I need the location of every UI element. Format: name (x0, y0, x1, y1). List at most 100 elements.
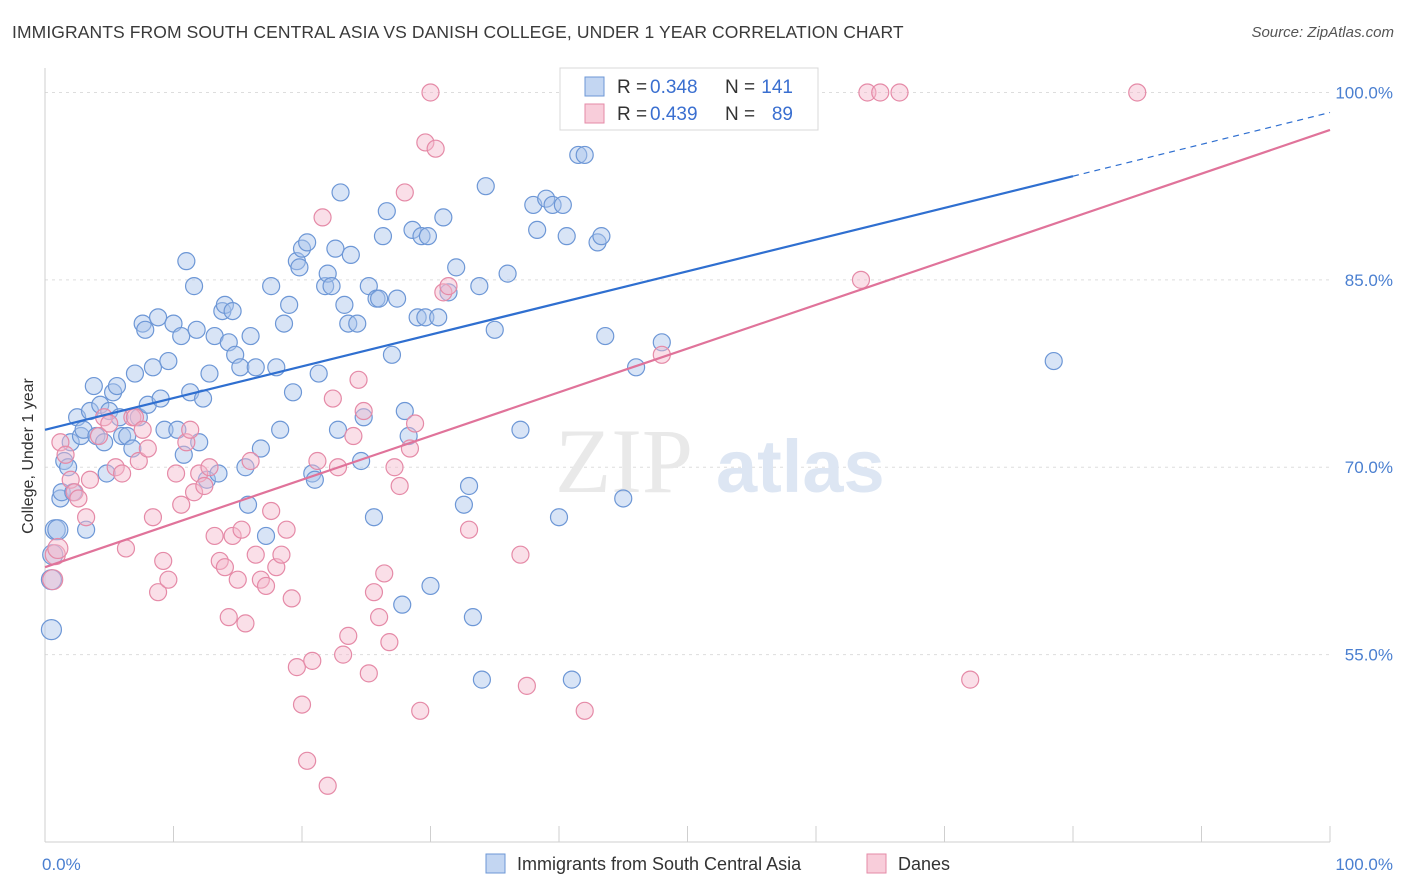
pink-point (42, 569, 64, 591)
pink-point (159, 570, 178, 589)
pink-point (439, 277, 458, 296)
pink-point (154, 551, 173, 571)
pink-point (364, 583, 384, 602)
pink-point (313, 208, 332, 227)
bottom-legend-swatch-blue (485, 853, 506, 874)
pink-point (871, 83, 890, 102)
blue-point (40, 619, 63, 641)
pink-point (575, 701, 594, 720)
pink-point (133, 420, 152, 439)
blue-point (416, 308, 435, 327)
y-axis-label: College, Under 1 year (20, 378, 37, 534)
blue-point (412, 227, 431, 246)
pink-point (411, 701, 430, 720)
blue-point (439, 283, 458, 302)
blue-point (596, 326, 615, 346)
blue-point (298, 233, 317, 252)
blue-point (136, 320, 155, 339)
pink-point (511, 545, 530, 564)
blue-point (592, 227, 611, 246)
x-tick-label: 100.0% (1335, 855, 1393, 874)
pink-point (100, 414, 119, 433)
pink-point (89, 426, 109, 446)
pink-point (287, 658, 306, 677)
x-tick-labels: 0.0% 100.0% (42, 855, 1393, 874)
pink-point (1128, 83, 1147, 102)
pink-point (292, 695, 312, 714)
pink-point (390, 476, 409, 496)
bottom-legend-swatch-pink (866, 853, 887, 874)
blue-point (341, 245, 360, 264)
pink-point (395, 183, 414, 202)
pink-point (344, 426, 363, 446)
blue-point (549, 508, 569, 527)
blue-point (485, 320, 504, 339)
blue-point (1044, 351, 1063, 371)
blue-point (107, 376, 127, 396)
pink-point (256, 576, 276, 596)
pink-point (405, 414, 425, 433)
blue-trend-line (44, 175, 1074, 431)
chart-title: IMMIGRANTS FROM SOUTH CENTRAL ASIA VS DA… (12, 22, 904, 42)
legend-n-value: 141 (761, 77, 793, 98)
pink-point (80, 470, 100, 489)
pink-point (421, 83, 440, 102)
bottom-legend-label: Immigrants from South Central Asia (517, 854, 802, 874)
pink-point (303, 651, 322, 670)
blue-point (231, 358, 250, 377)
blue-point (241, 326, 260, 346)
pink-point (858, 83, 877, 102)
bottom-legend-label: Danes (898, 854, 950, 874)
legend: R = 0.348 N = 141 R = 0.439 N = 89 (559, 67, 819, 131)
watermark: ZIP atlas (555, 410, 885, 512)
blue-point (262, 277, 281, 296)
pink-point (129, 451, 148, 471)
legend-r-value: 0.439 (650, 104, 698, 125)
blue-point (476, 177, 495, 196)
blue-point (290, 258, 309, 277)
blue-trend-extension (1072, 111, 1331, 177)
pink-point (77, 508, 96, 527)
blue-point (652, 333, 671, 352)
pink-point (416, 133, 435, 152)
y-tick-label: 100.0% (1335, 83, 1393, 102)
pink-point (272, 545, 291, 564)
legend-n-label: N = (725, 77, 755, 98)
blue-point (172, 326, 191, 346)
y-tick-label: 85.0% (1345, 271, 1393, 290)
blue-point (382, 345, 402, 364)
legend-n-label: N = (725, 104, 755, 125)
pink-point (200, 458, 219, 477)
series-blue-points (40, 145, 1063, 689)
pink-point (215, 558, 234, 577)
blue-point (305, 470, 324, 489)
pink-point (375, 564, 394, 583)
blue-point (326, 239, 345, 258)
blue-point (447, 258, 466, 277)
pink-point (223, 526, 242, 546)
blue-point (373, 227, 393, 246)
pink-point (308, 451, 327, 471)
pink-point (262, 501, 281, 521)
pink-point (148, 583, 168, 602)
blue-point (328, 420, 348, 439)
bottom-legend: Immigrants from South Central Asia Danes (485, 853, 950, 874)
blue-point (543, 195, 562, 215)
blue-point (418, 227, 438, 246)
pink-point (246, 545, 265, 564)
pink-point (143, 508, 163, 527)
blue-point (190, 433, 209, 452)
blue-point (209, 464, 228, 483)
trend-lines (44, 111, 1331, 569)
legend-rows: R = 0.348 N = 141 R = 0.439 N = 89 (584, 76, 793, 125)
blue-point (271, 420, 290, 439)
pink-point (181, 420, 200, 439)
pink-trend-line (44, 128, 1331, 569)
pink-point (380, 633, 399, 652)
pink-point (166, 464, 186, 483)
blue-point (626, 358, 646, 377)
blue-point (280, 295, 299, 314)
pink-point (349, 370, 368, 389)
pink-point (318, 776, 337, 795)
pink-point (184, 483, 204, 502)
